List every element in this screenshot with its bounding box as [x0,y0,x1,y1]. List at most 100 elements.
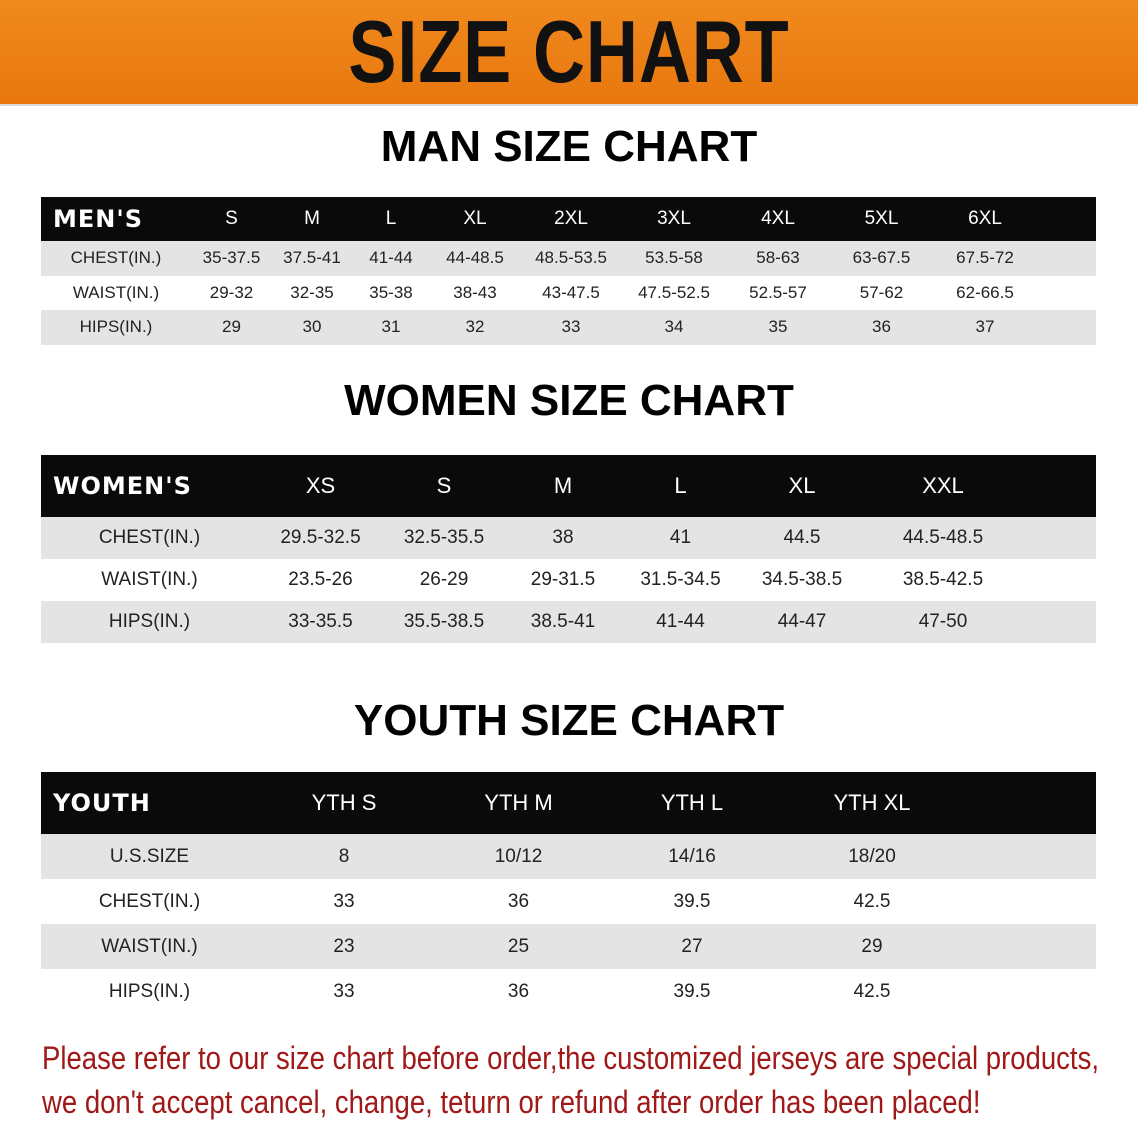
measurement-cell: 33-35.5 [258,601,383,643]
size-header [1037,197,1096,241]
measurement-cell: 38-43 [430,275,520,310]
women-header-row: WOMEN'S XS S M L XL XXL [41,455,1096,517]
size-header: 4XL [726,197,830,241]
women-section-title: WOMEN SIZE CHART [344,376,794,425]
measurement-cell [1037,310,1096,345]
measurement-cell [967,969,1096,1014]
measurement-cell: 23.5-26 [258,559,383,601]
measurement-cell: 57-62 [830,275,933,310]
row-label: U.S.SIZE [41,834,258,879]
row-label: CHEST(IN.) [41,879,258,924]
measurement-cell [1022,517,1096,559]
size-header: XL [430,197,520,241]
measurement-cell [967,924,1096,969]
measurement-cell: 43-47.5 [520,275,622,310]
measurement-cell [1022,601,1096,643]
size-header [1022,455,1096,517]
size-header: YTH L [607,772,777,834]
measurement-cell: 32.5-35.5 [383,517,505,559]
measurement-cell: 35-38 [352,275,430,310]
table-row: CHEST(IN.) 35-37.5 37.5-41 41-44 44-48.5 48.5… [41,241,1096,276]
row-label: WAIST(IN.) [41,559,258,601]
table-row: HIPS(IN.) 29 30 31 32 33 34 35 36 37 [41,310,1096,345]
measurement-cell: 41-44 [621,601,740,643]
measurement-cell [967,879,1096,924]
measurement-cell: 33 [520,310,622,345]
size-header [967,772,1096,834]
row-label: WAIST(IN.) [41,924,258,969]
measurement-cell: 44.5 [740,517,864,559]
size-header: L [621,455,740,517]
youth-header-row: YOUTH YTH S YTH M YTH L YTH XL [41,772,1096,834]
measurement-cell: 62-66.5 [933,275,1037,310]
measurement-cell: 48.5-53.5 [520,241,622,276]
measurement-cell: 23 [258,924,430,969]
measurement-cell: 33 [258,879,430,924]
measurement-cell: 53.5-58 [622,241,726,276]
measurement-cell: 14/16 [607,834,777,879]
table-row: HIPS(IN.) 33 36 39.5 42.5 [41,969,1096,1014]
measurement-cell [1037,241,1096,276]
measurement-cell [1037,275,1096,310]
measurement-cell: 31 [352,310,430,345]
measurement-cell: 29 [191,310,272,345]
notice-line-2: we don't accept cancel, change, teturn o… [42,1084,981,1120]
notice: Please refer to our size chart before or… [42,1036,1099,1124]
measurement-cell: 26-29 [383,559,505,601]
banner-title: SIZE CHART [348,2,790,101]
size-header: 5XL [830,197,933,241]
measurement-cell: 18/20 [777,834,967,879]
measurement-cell: 47-50 [864,601,1022,643]
measurement-cell: 38 [505,517,621,559]
measurement-cell: 32 [430,310,520,345]
measurement-cell: 36 [430,879,607,924]
measurement-cell: 41-44 [352,241,430,276]
size-header: 2XL [520,197,622,241]
notice-line-1: Please refer to our size chart before or… [42,1040,1099,1076]
measurement-cell: 67.5-72 [933,241,1037,276]
measurement-cell: 42.5 [777,879,967,924]
youth-section-title: YOUTH SIZE CHART [353,696,785,745]
size-header: 6XL [933,197,1037,241]
measurement-cell: 33 [258,969,430,1014]
row-label: CHEST(IN.) [41,241,191,276]
measurement-cell: 35.5-38.5 [383,601,505,643]
measurement-cell: 34 [622,310,726,345]
banner: SIZE CHART [0,0,1138,106]
measurement-cell: 44-48.5 [430,241,520,276]
size-header: XS [258,455,383,517]
header-label: YOUTH [41,772,258,834]
measurement-cell [1022,559,1096,601]
table-row: HIPS(IN.) 33-35.5 35.5-38.5 38.5-41 41-44 44-… [41,601,1096,643]
table-row: CHEST(IN.) 33 36 39.5 42.5 [41,879,1096,924]
measurement-cell: 35-37.5 [191,241,272,276]
women-size-table: WOMEN'S XS S M L XL XXL CHEST(IN.) 29.5-32.5 32.5… [41,455,1096,643]
header-label: WOMEN'S [41,455,258,517]
measurement-cell: 29-31.5 [505,559,621,601]
men-section-title: MAN SIZE CHART [380,122,758,171]
measurement-cell: 37 [933,310,1037,345]
measurement-cell: 8 [258,834,430,879]
size-header: YTH XL [777,772,967,834]
size-header: 3XL [622,197,726,241]
measurement-cell: 44.5-48.5 [864,517,1022,559]
measurement-cell: 29 [777,924,967,969]
measurement-cell: 47.5-52.5 [622,275,726,310]
measurement-cell: 29-32 [191,275,272,310]
size-header: L [352,197,430,241]
size-header: YTH S [258,772,430,834]
size-header: M [272,197,352,241]
measurement-cell: 58-63 [726,241,830,276]
measurement-cell: 25 [430,924,607,969]
measurement-cell: 29.5-32.5 [258,517,383,559]
table-row: CHEST(IN.) 29.5-32.5 32.5-35.5 38 41 44.5 44.5… [41,517,1096,559]
measurement-cell: 41 [621,517,740,559]
measurement-cell: 34.5-38.5 [740,559,864,601]
measurement-cell: 32-35 [272,275,352,310]
table-row: WAIST(IN.) 23 25 27 29 [41,924,1096,969]
size-header: S [191,197,272,241]
measurement-cell: 36 [430,969,607,1014]
measurement-cell: 30 [272,310,352,345]
measurement-cell: 63-67.5 [830,241,933,276]
size-header: YTH M [430,772,607,834]
